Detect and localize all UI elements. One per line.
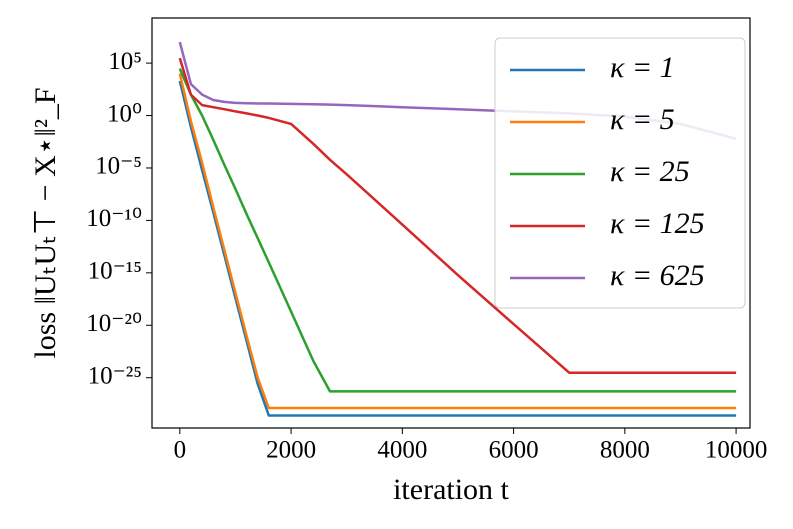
y-axis-label: loss ‖UₜUₜ⊤ − X⋆‖²_F bbox=[29, 87, 62, 358]
y-tick-label: 10⁻²⁵ bbox=[88, 362, 142, 389]
x-tick-label: 2000 bbox=[266, 437, 316, 464]
x-tick-label: 0 bbox=[174, 437, 187, 464]
plot-lines bbox=[178, 41, 737, 417]
x-tick-label: 10000 bbox=[705, 437, 768, 464]
series-line bbox=[178, 73, 737, 410]
series-line bbox=[178, 80, 737, 417]
legend-box bbox=[494, 37, 746, 309]
x-tick-label: 4000 bbox=[377, 437, 427, 464]
legend-label: κ = 25 bbox=[610, 155, 690, 188]
legend-label: κ = 125 bbox=[610, 207, 705, 240]
plot-frame bbox=[151, 17, 751, 429]
y-tick-label: 10⁻¹⁰ bbox=[86, 205, 142, 232]
y-tick-label: 10⁵ bbox=[108, 48, 142, 75]
y-tick-label: 10⁻²⁰ bbox=[86, 310, 142, 337]
y-tick-label: 10⁰ bbox=[107, 100, 142, 127]
legend-label: κ = 625 bbox=[610, 259, 705, 292]
y-tick-label: 10⁻¹⁵ bbox=[88, 258, 142, 285]
series-line bbox=[178, 68, 737, 393]
legend-label: κ = 1 bbox=[610, 51, 675, 84]
x-tick-label: 6000 bbox=[489, 437, 539, 464]
y-tick-label: 10⁻⁵ bbox=[95, 153, 142, 180]
x-tick-label: 8000 bbox=[600, 437, 650, 464]
series-line bbox=[178, 57, 737, 374]
x-axis-label: iteration t bbox=[393, 473, 509, 506]
legend-label: κ = 5 bbox=[610, 103, 675, 136]
